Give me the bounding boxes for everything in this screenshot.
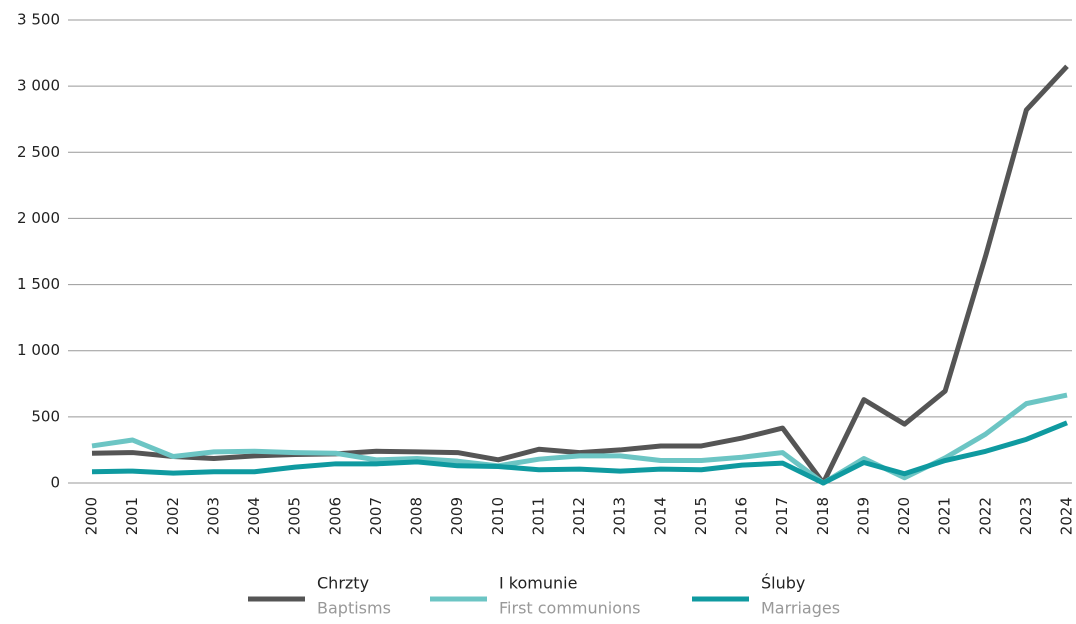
y-tick-label: 0	[50, 474, 60, 492]
x-tick-label: 2011	[529, 497, 547, 535]
legend-label: Chrzty	[317, 574, 369, 593]
x-tick-label: 2020	[895, 497, 913, 535]
x-tick-label: 2013	[611, 497, 629, 535]
legend-label: Śluby	[761, 574, 805, 593]
x-tick-label: 2001	[123, 497, 141, 535]
y-tick-label: 2 000	[17, 209, 60, 227]
x-tick-label: 2005	[286, 497, 304, 535]
y-tick-label: 1 500	[17, 275, 60, 293]
x-tick-label: 2007	[367, 497, 385, 535]
x-tick-label: 2010	[489, 497, 507, 535]
y-tick-label: 1 000	[17, 341, 60, 359]
x-tick-label: 2009	[448, 497, 466, 535]
series-line	[91, 420, 1068, 486]
series-line	[91, 64, 1069, 486]
x-tick-label: 2015	[692, 497, 710, 535]
legend-sublabel: First communions	[499, 599, 641, 618]
legend-label: I komunie	[499, 574, 577, 593]
y-tick-label: 500	[31, 407, 60, 425]
x-tick-label: 2004	[245, 497, 263, 535]
y-tick-label: 3 500	[17, 11, 60, 29]
legend-sublabel: Baptisms	[317, 599, 391, 618]
x-tick-label: 2017	[773, 497, 791, 535]
x-tick-label: 2006	[326, 497, 344, 535]
x-tick-label: 2003	[204, 497, 222, 535]
x-tick-label: 2024	[1058, 497, 1076, 535]
x-tick-label: 2016	[733, 497, 751, 535]
y-tick-label: 3 000	[17, 77, 60, 95]
x-tick-label: 2018	[814, 497, 832, 535]
x-tick-label: 2023	[1017, 497, 1035, 535]
x-tick-label: 2019	[854, 497, 872, 535]
x-tick-label: 2002	[164, 497, 182, 535]
x-tick-label: 2022	[976, 497, 994, 535]
series-line	[91, 392, 1068, 486]
legend-sublabel: Marriages	[761, 599, 840, 618]
x-tick-label: 2008	[408, 497, 426, 535]
x-tick-label: 2014	[651, 497, 669, 535]
y-tick-label: 2 500	[17, 143, 60, 161]
x-tick-label: 2021	[936, 497, 954, 535]
x-tick-label: 2012	[570, 497, 588, 535]
x-tick-label: 2000	[83, 497, 101, 535]
